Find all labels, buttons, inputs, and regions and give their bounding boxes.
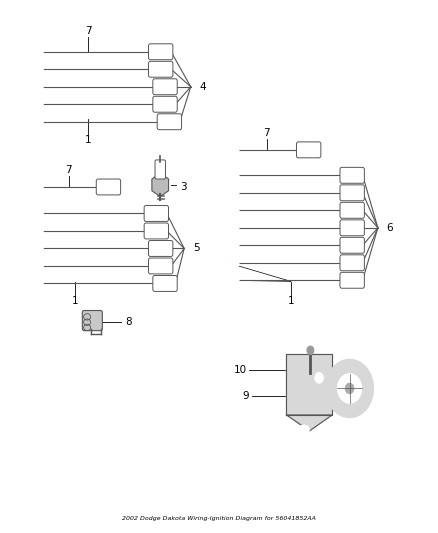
FancyBboxPatch shape <box>82 311 102 330</box>
Text: 1: 1 <box>85 135 92 145</box>
FancyBboxPatch shape <box>297 142 321 158</box>
Text: 1: 1 <box>72 296 79 305</box>
Circle shape <box>32 259 43 273</box>
FancyBboxPatch shape <box>153 79 177 95</box>
Text: 4: 4 <box>199 82 206 92</box>
FancyBboxPatch shape <box>157 114 182 130</box>
FancyBboxPatch shape <box>144 206 169 221</box>
Circle shape <box>228 238 239 252</box>
Text: 10: 10 <box>234 365 247 375</box>
Circle shape <box>32 277 43 290</box>
Text: 8: 8 <box>125 317 132 327</box>
Circle shape <box>32 98 43 111</box>
FancyBboxPatch shape <box>340 237 364 253</box>
FancyBboxPatch shape <box>153 276 177 292</box>
Text: 7: 7 <box>66 165 72 175</box>
Text: 7: 7 <box>264 128 270 138</box>
Circle shape <box>32 62 43 76</box>
Text: 1: 1 <box>287 296 294 305</box>
FancyBboxPatch shape <box>96 179 120 195</box>
Circle shape <box>337 374 362 403</box>
Circle shape <box>228 256 239 270</box>
FancyBboxPatch shape <box>144 223 169 239</box>
Text: 9: 9 <box>243 391 250 401</box>
Polygon shape <box>286 415 332 431</box>
FancyBboxPatch shape <box>340 203 364 218</box>
FancyBboxPatch shape <box>148 258 173 274</box>
Circle shape <box>228 168 239 182</box>
Text: 3: 3 <box>180 182 187 192</box>
FancyBboxPatch shape <box>340 272 364 288</box>
Text: 6: 6 <box>387 223 393 233</box>
Circle shape <box>32 115 43 128</box>
FancyBboxPatch shape <box>340 185 364 201</box>
Circle shape <box>345 383 354 394</box>
Text: 5: 5 <box>193 244 200 254</box>
FancyBboxPatch shape <box>340 255 364 271</box>
Circle shape <box>32 80 43 94</box>
Polygon shape <box>286 354 332 415</box>
FancyBboxPatch shape <box>148 240 173 256</box>
Circle shape <box>307 346 314 354</box>
FancyBboxPatch shape <box>148 61 173 77</box>
FancyBboxPatch shape <box>153 96 177 112</box>
Circle shape <box>32 241 43 255</box>
FancyBboxPatch shape <box>340 167 364 183</box>
Polygon shape <box>152 173 169 197</box>
FancyBboxPatch shape <box>148 44 173 60</box>
Circle shape <box>32 45 43 59</box>
Circle shape <box>228 273 239 287</box>
Circle shape <box>32 180 43 194</box>
Circle shape <box>32 207 43 220</box>
FancyBboxPatch shape <box>340 220 364 236</box>
Text: 2002 Dodge Dakota Wiring-Ignition Diagram for 56041852AA: 2002 Dodge Dakota Wiring-Ignition Diagra… <box>122 516 316 521</box>
Ellipse shape <box>298 425 309 434</box>
Circle shape <box>228 186 239 200</box>
Circle shape <box>315 373 323 383</box>
Circle shape <box>228 143 239 157</box>
Circle shape <box>228 204 239 217</box>
Text: 7: 7 <box>85 26 92 36</box>
Circle shape <box>325 359 374 418</box>
FancyBboxPatch shape <box>155 160 166 179</box>
Circle shape <box>228 221 239 235</box>
Circle shape <box>32 224 43 238</box>
